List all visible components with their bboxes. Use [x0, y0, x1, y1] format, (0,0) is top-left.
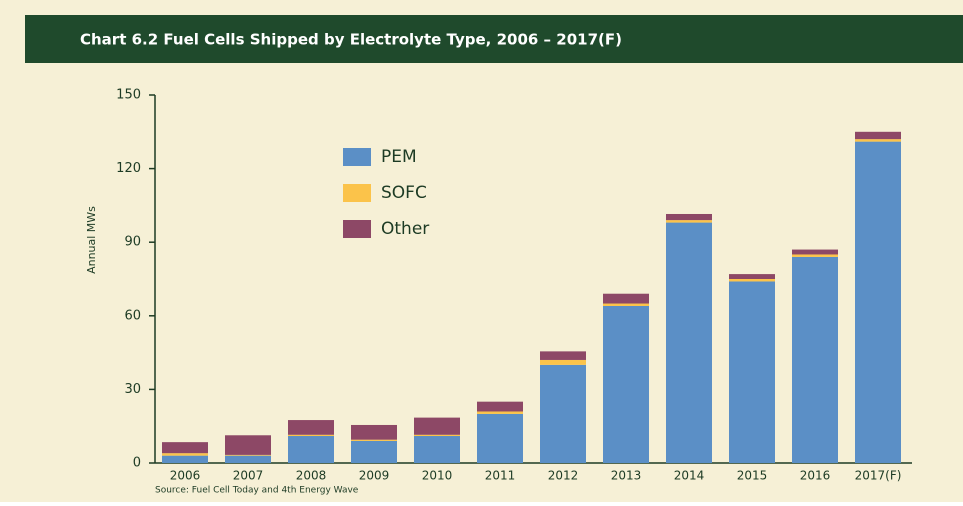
x-tick-label: 2017(F)	[855, 469, 902, 483]
bar-segment	[414, 434, 460, 437]
bar-segment	[855, 131, 901, 140]
x-tick-label: 2016	[800, 469, 831, 483]
bar-segment	[288, 420, 334, 435]
x-tick-label: 2013	[611, 469, 642, 483]
bar-segment	[792, 254, 838, 257]
legend-label: SOFC	[381, 183, 427, 203]
y-tick-label: 150	[116, 88, 141, 103]
x-tick-label: 2007	[233, 469, 264, 483]
bar-segment	[792, 249, 838, 255]
y-tick-label: 30	[124, 382, 141, 397]
bar-segment	[666, 220, 712, 223]
bar-segment	[225, 454, 271, 456]
x-tick-label: 2008	[296, 469, 327, 483]
bar-segment	[162, 455, 208, 463]
bar-segment	[351, 424, 397, 440]
bar-segment	[729, 281, 775, 463]
y-tick-label: 90	[124, 235, 141, 250]
bar-segment	[414, 417, 460, 435]
x-tick-label: 2009	[359, 469, 390, 483]
source: Source: Fuel Cell Today and 4th Energy W…	[155, 486, 359, 496]
bar-segment	[288, 436, 334, 463]
y-tick-label: 120	[116, 161, 141, 176]
bar-segment	[540, 359, 586, 365]
x-tick-label: 2011	[485, 469, 516, 483]
bar-segment	[351, 440, 397, 463]
bar-segment	[351, 439, 397, 441]
bar-segment	[666, 213, 712, 221]
y-axis-label: Annual MWs	[85, 206, 98, 274]
bar-segment	[225, 435, 271, 455]
x-tick-label: 2012	[548, 469, 579, 483]
legend-label: PEM	[381, 147, 417, 167]
x-tick-label: 2006	[170, 469, 201, 483]
y-tick-label: 60	[124, 308, 141, 323]
bar-segment	[225, 455, 271, 463]
bar-segment	[729, 279, 775, 282]
chart-title: Chart 6.2 Fuel Cells Shipped by Electrol…	[80, 31, 622, 49]
bar-segment	[288, 434, 334, 437]
bar-segment	[729, 274, 775, 279]
bar-segment	[477, 411, 523, 414]
bar-segment	[414, 436, 460, 463]
legend-swatch	[343, 148, 371, 166]
bar-segment	[603, 303, 649, 306]
y-tick-label: 0	[133, 456, 141, 471]
bar-segment	[162, 442, 208, 454]
bar-segment	[162, 453, 208, 456]
bar-segment	[477, 413, 523, 463]
bar-segment	[792, 256, 838, 463]
legend-label: Other	[381, 219, 429, 239]
title-band	[25, 15, 963, 63]
bar-segment	[603, 305, 649, 463]
x-tick-label: 2015	[737, 469, 768, 483]
bar-segment	[540, 351, 586, 360]
bar-segment	[603, 293, 649, 304]
x-tick-label: 2010	[422, 469, 453, 483]
bar-segment	[855, 139, 901, 142]
bar-segment	[855, 141, 901, 463]
legend-swatch	[343, 184, 371, 202]
bar-segment	[540, 364, 586, 463]
x-tick-label: 2014	[674, 469, 705, 483]
legend-swatch	[343, 220, 371, 238]
bar-segment	[477, 401, 523, 412]
bar-segment	[666, 222, 712, 463]
